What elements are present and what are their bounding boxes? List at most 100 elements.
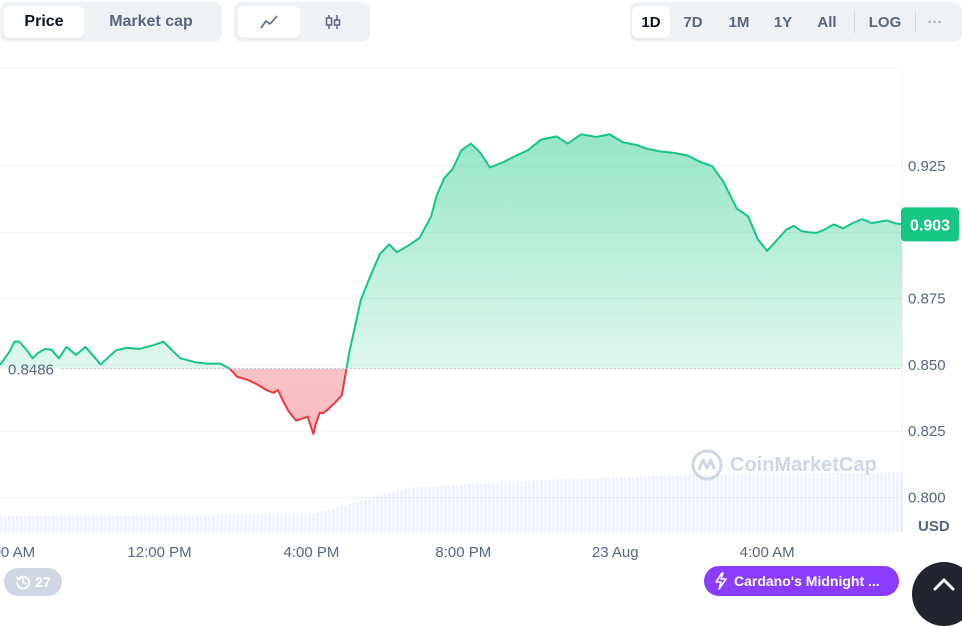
volume-bar	[808, 473, 811, 532]
volume-bar	[676, 475, 679, 532]
log-scale-toggle[interactable]: LOG	[868, 13, 902, 31]
volume-bar	[652, 476, 655, 532]
volume-bar	[612, 477, 615, 532]
watermark-text: CoinMarketCap	[730, 453, 877, 476]
volume-bar	[564, 479, 567, 532]
volume-bar	[900, 472, 903, 532]
volume-bar	[480, 483, 483, 532]
y-axis-ticks: 0.800 0.825 0.850 0.875 0.925	[908, 158, 946, 506]
price-line-up	[0, 133, 902, 369]
volume-bar	[496, 482, 499, 532]
y-tick-label: 0.825	[908, 423, 946, 440]
volume-bar	[52, 515, 55, 532]
volume-bar	[360, 500, 363, 532]
volume-bar	[332, 508, 335, 532]
range-1d[interactable]: 1D	[632, 6, 670, 38]
volume-bar	[64, 515, 67, 532]
volume-bar	[132, 515, 135, 532]
volume-bar	[644, 476, 647, 532]
volume-bar	[800, 473, 803, 532]
volume-bar	[196, 514, 199, 532]
volume-bar	[860, 472, 863, 532]
line-chart-button[interactable]	[238, 6, 300, 38]
volume-bar	[12, 516, 15, 532]
volume-bar	[292, 513, 295, 532]
range-1y[interactable]: 1Y	[773, 13, 793, 31]
volume-bar	[780, 473, 783, 532]
price-chart[interactable]: 0.800 0.825 0.850 0.875 0.925 8:00 AM 12:00 P…	[0, 0, 962, 596]
volume-bar	[300, 513, 303, 532]
volume-bar	[492, 482, 495, 532]
volume-bar	[528, 480, 531, 532]
volume-bar	[268, 514, 271, 532]
range-all[interactable]: All	[817, 13, 837, 31]
volume-bar	[404, 488, 407, 532]
more-options-button[interactable]: ···	[927, 13, 943, 31]
volume-bar	[364, 499, 367, 532]
volume-bar	[104, 515, 107, 532]
x-axis-ticks: 8:00 AM 12:00 PM 4:00 PM 8:00 PM 23 Aug 4:00 …	[0, 544, 795, 561]
volume-bar	[672, 475, 675, 532]
volume-bar	[624, 477, 627, 532]
volume-bar	[112, 515, 115, 532]
coinmarketcap-logo-icon	[691, 449, 723, 481]
volume-bar	[560, 479, 563, 532]
y-tick-label: 0.800	[908, 490, 946, 507]
current-price-tag	[901, 207, 959, 242]
line-chart-icon	[260, 15, 278, 29]
volume-bar	[460, 484, 463, 532]
candlestick-chart-button[interactable]	[300, 6, 366, 38]
history-icon	[16, 575, 31, 590]
volume-bar	[568, 479, 571, 532]
volume-bar	[636, 476, 639, 532]
volume-bar	[328, 509, 331, 532]
volume-bar	[740, 474, 743, 532]
news-pill-button[interactable]: Cardano's Midnight ...	[704, 566, 899, 596]
volume-bar	[628, 476, 631, 532]
volume-bar	[236, 514, 239, 532]
volume-bar	[500, 482, 503, 532]
volume-bar	[4, 516, 7, 532]
volume-bar	[468, 484, 471, 532]
volume-bar	[732, 474, 735, 532]
volume-bar	[336, 507, 339, 532]
volume-bar	[880, 472, 883, 532]
volume-bar	[160, 515, 163, 532]
volume-bar	[544, 479, 547, 532]
volume-bar	[692, 474, 695, 532]
history-badge[interactable]: 27	[4, 568, 62, 596]
volume-bar	[252, 514, 255, 532]
volume-bar	[720, 474, 723, 532]
range-1m[interactable]: 1M	[728, 13, 750, 31]
volume-bar	[340, 505, 343, 532]
y-tick-label: 0.925	[908, 158, 946, 175]
volume-bar	[84, 515, 87, 532]
volume-bar	[476, 483, 479, 532]
volume-bar	[220, 514, 223, 532]
volume-bar	[392, 491, 395, 532]
volume-bar	[852, 472, 855, 532]
volume-bar	[428, 486, 431, 532]
volume-bar	[60, 515, 63, 532]
volume-bar	[768, 473, 771, 532]
current-price-label: 0.903	[910, 217, 950, 234]
volume-bar	[508, 481, 511, 532]
volume-bar	[304, 513, 307, 532]
volume-bar	[444, 485, 447, 532]
volume-bar	[204, 514, 207, 532]
volume-bar	[704, 474, 707, 532]
volume-bar	[56, 515, 59, 532]
tab-market-cap[interactable]: Market cap	[109, 13, 193, 30]
volume-bar	[92, 515, 95, 532]
volume-bar	[296, 513, 299, 532]
volume-bar	[8, 516, 11, 532]
scroll-top-button[interactable]	[912, 562, 962, 626]
range-7d[interactable]: 7D	[683, 13, 703, 31]
volume-bar	[416, 487, 419, 532]
volume-bar	[120, 515, 123, 532]
volume-bar	[108, 515, 111, 532]
volume-bar	[224, 514, 227, 532]
tab-price[interactable]: Price	[4, 6, 84, 38]
volume-bar	[384, 493, 387, 532]
volume-bar	[620, 477, 623, 532]
